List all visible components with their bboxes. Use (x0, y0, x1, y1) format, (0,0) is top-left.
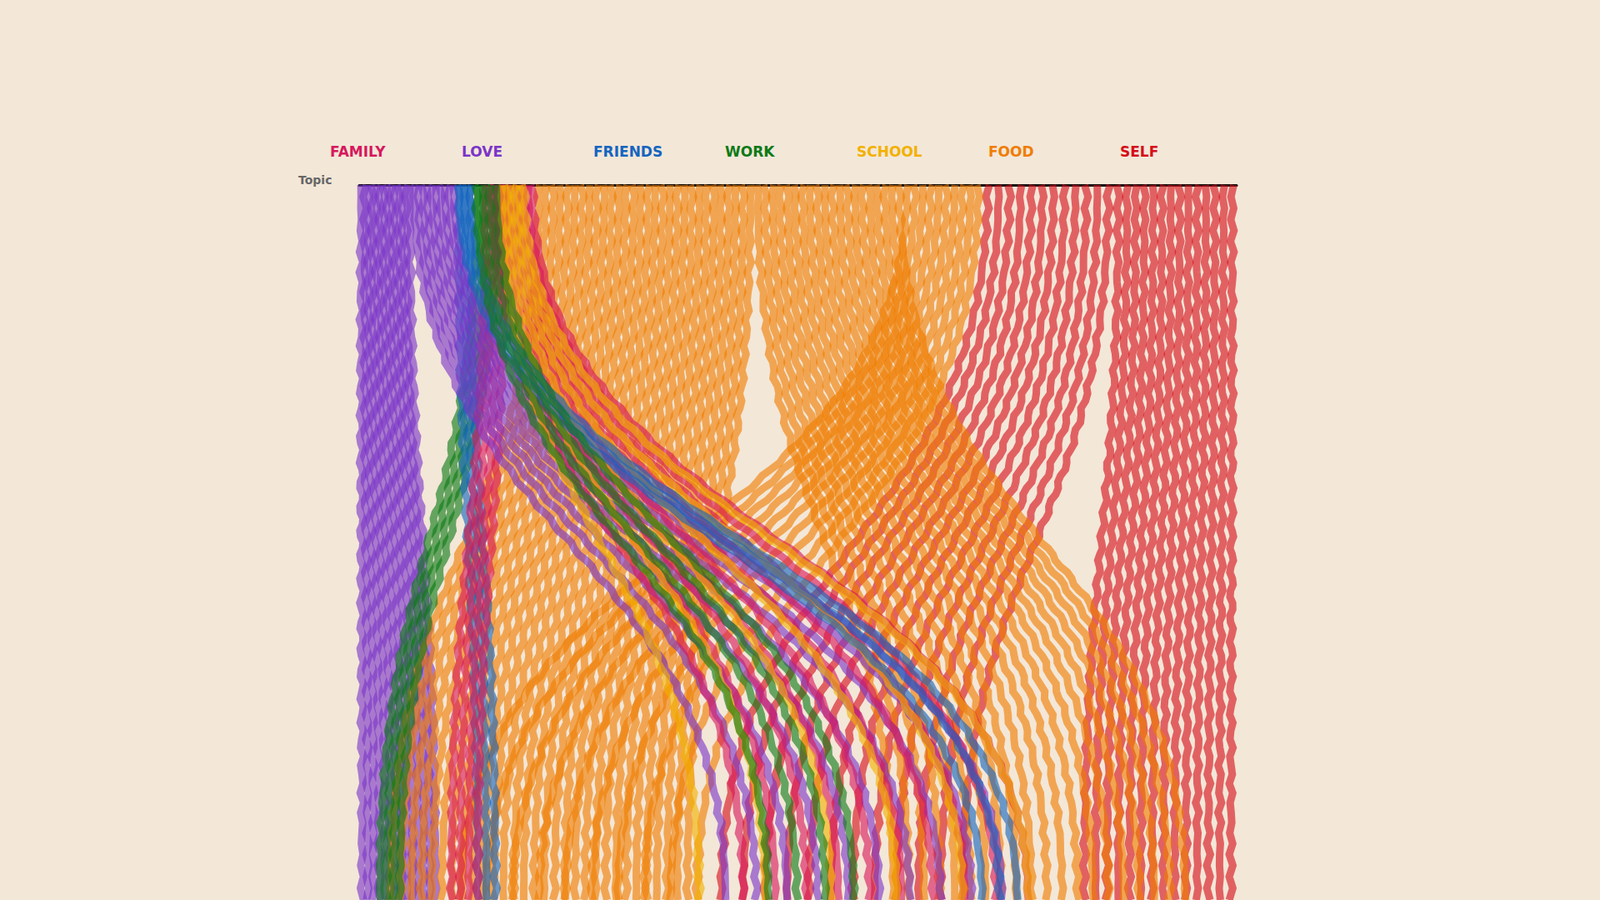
svg-text:SELF: SELF (1120, 143, 1159, 160)
svg-text:FRIENDS: FRIENDS (593, 143, 663, 160)
svg-text:FAMILY: FAMILY (330, 143, 386, 160)
svg-text:WORK: WORK (725, 143, 775, 160)
svg-text:LOVE: LOVE (461, 143, 503, 160)
svg-text:FOOD: FOOD (988, 143, 1035, 160)
svg-text:SCHOOL: SCHOOL (856, 143, 923, 160)
svg-text:Topic: Topic (298, 173, 332, 187)
